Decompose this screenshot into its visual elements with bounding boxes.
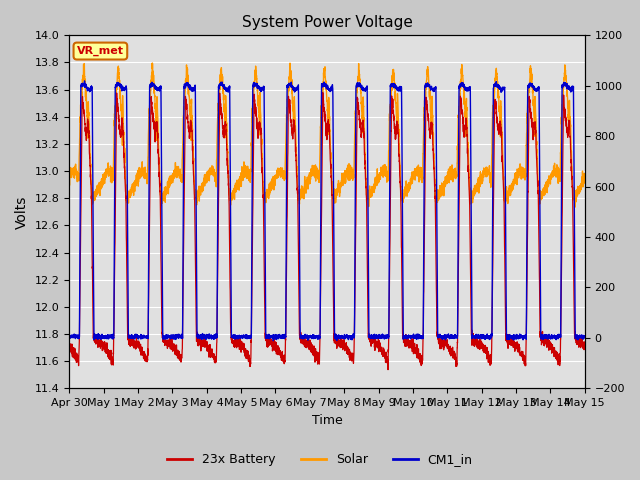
- Text: VR_met: VR_met: [77, 46, 124, 56]
- Title: System Power Voltage: System Power Voltage: [241, 15, 412, 30]
- X-axis label: Time: Time: [312, 414, 342, 427]
- Legend: 23x Battery, Solar, CM1_in: 23x Battery, Solar, CM1_in: [163, 448, 477, 471]
- Y-axis label: Volts: Volts: [15, 195, 29, 228]
